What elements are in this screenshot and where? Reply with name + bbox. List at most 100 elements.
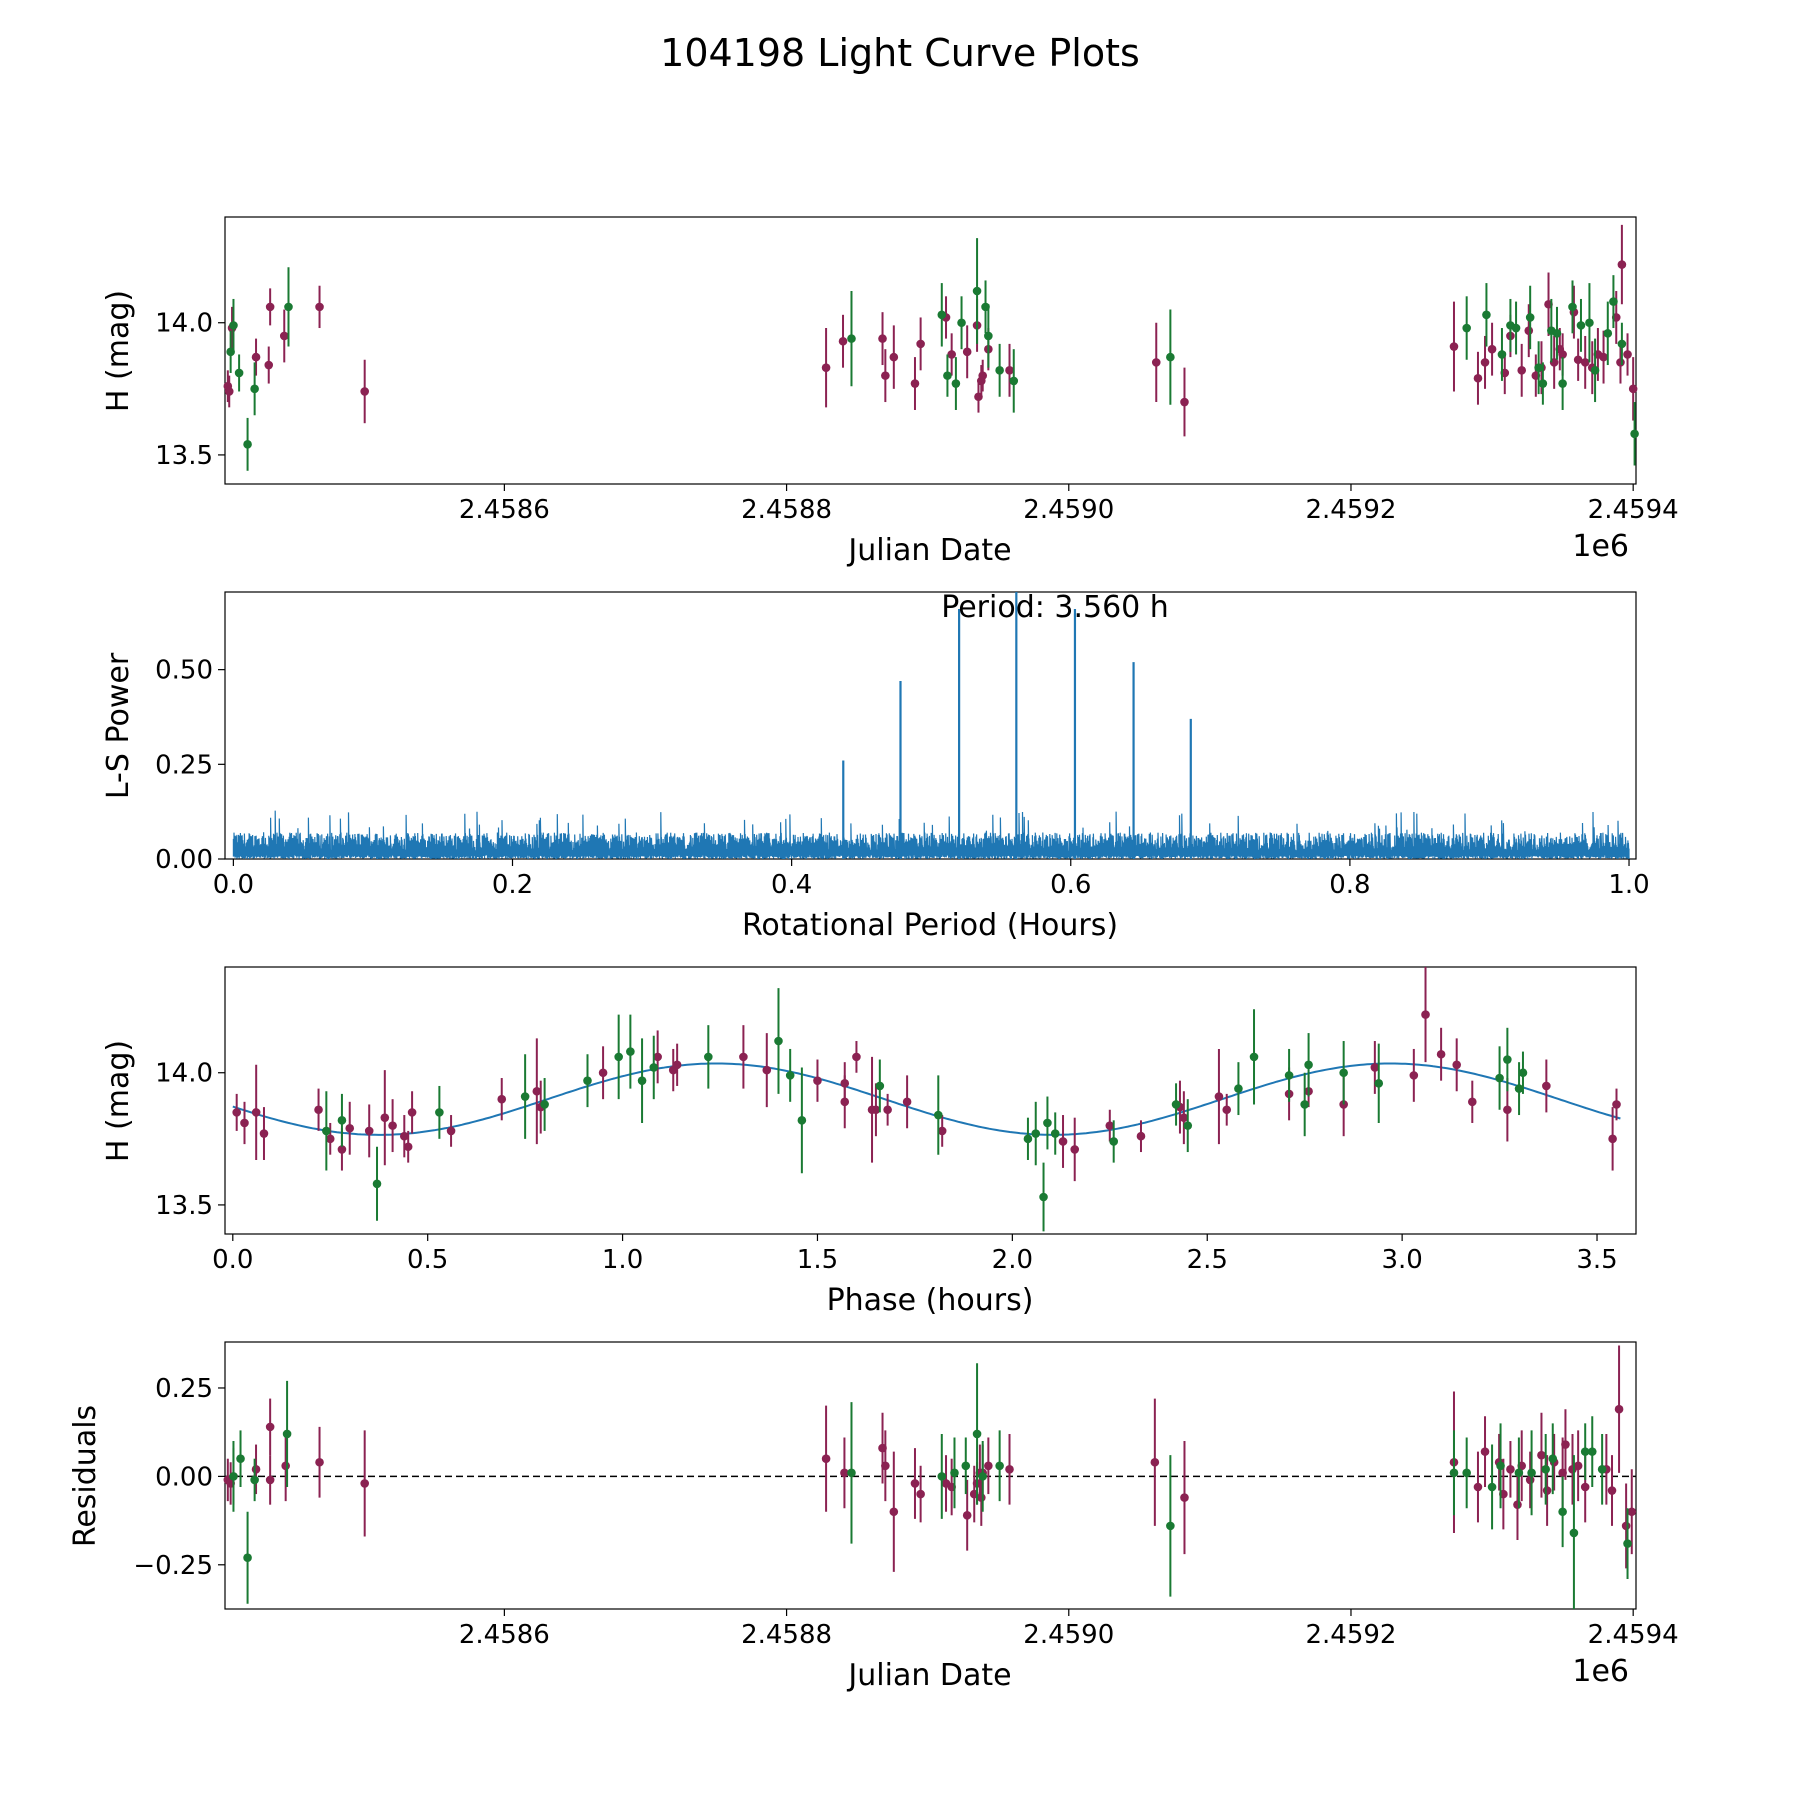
residuals-point-b — [1541, 1465, 1550, 1474]
phased-panel: 0.0 0.5 1.0 1.5 2.0 2.5 3.0 3.5 13.5 14.0 Phase (… — [101, 966, 1637, 1318]
phased-point-a — [251, 1108, 261, 1117]
phased-point-a — [598, 1068, 608, 1078]
phased-point-b — [1234, 1084, 1243, 1093]
phased-xtick-label: 1.5 — [797, 1245, 838, 1275]
phased-point-b — [1284, 1071, 1294, 1080]
lightcurve-point-b — [1497, 350, 1507, 359]
residuals-point-b — [1487, 1482, 1497, 1492]
lightcurve-point-b — [250, 384, 259, 394]
phased-point-a — [388, 1121, 397, 1130]
phased-ytick-label: 13.5 — [155, 1191, 213, 1221]
lightcurve-point-a — [265, 302, 275, 312]
lightcurve-point-b — [1166, 352, 1175, 362]
residuals-point-a — [1573, 1461, 1583, 1471]
phased-point-a — [852, 1052, 861, 1062]
lightcurve-point-b — [1482, 310, 1491, 320]
residuals-point-b — [1496, 1461, 1505, 1471]
residuals-point-a — [1180, 1493, 1189, 1502]
residuals-xtick-label: 2.4586 — [459, 1620, 550, 1650]
phased-point-a — [871, 1105, 881, 1115]
phased-ticks: 0.0 0.5 1.0 1.5 2.0 2.5 3.0 3.5 13.5 14.0 — [155, 1059, 1618, 1275]
phased-point-a — [403, 1142, 413, 1152]
phased-point-b — [1109, 1137, 1118, 1146]
phased-point-b — [1183, 1121, 1193, 1130]
phased-point-b — [1514, 1084, 1524, 1093]
residuals-point-a — [315, 1457, 324, 1467]
residuals-point-a — [916, 1489, 925, 1499]
phased-point-a — [1105, 1121, 1115, 1130]
phased-point-b — [520, 1092, 530, 1101]
residuals-point-b — [937, 1472, 947, 1481]
lightcurve-point-a — [978, 371, 988, 380]
lightcurve-x-offset: 1e6 — [1572, 529, 1629, 564]
lightcurve-xtick-label: 2.4590 — [1023, 495, 1114, 525]
lightcurve-point-a — [1558, 350, 1567, 359]
lightcurve-point-b — [937, 310, 947, 320]
phased-point-a — [1179, 1113, 1189, 1122]
residuals-point-b — [978, 1472, 988, 1481]
residuals-point-a — [881, 1461, 890, 1471]
residuals-point-a — [1561, 1440, 1570, 1449]
lightcurve-point-b — [1009, 376, 1019, 386]
lightcurve-point-b — [847, 334, 856, 343]
phased-point-a — [1214, 1092, 1224, 1101]
lightcurve-point-a — [224, 387, 234, 396]
phased-point-b — [1518, 1068, 1528, 1078]
phased-point-a — [1542, 1081, 1551, 1091]
phased-point-b — [1171, 1100, 1181, 1109]
phased-point-b — [797, 1116, 807, 1125]
residuals-point-b — [1462, 1468, 1471, 1478]
lightcurve-point-b — [1534, 363, 1543, 372]
lightcurve-point-a — [360, 387, 369, 396]
residuals-point-a — [1537, 1450, 1546, 1460]
phased-point-a — [672, 1060, 682, 1070]
lightcurve-ytick-label: 13.5 — [155, 441, 213, 471]
phased-point-a — [337, 1145, 347, 1154]
periodogram-marks — [232, 592, 1630, 860]
phased-point-b — [704, 1052, 713, 1062]
phased-point-a — [446, 1126, 456, 1136]
phased-point-b — [1249, 1052, 1259, 1062]
phased-point-b — [1304, 1060, 1313, 1070]
phased-point-a — [1409, 1071, 1419, 1080]
lightcurve-point-a — [1524, 326, 1534, 335]
phased-point-b — [322, 1126, 331, 1136]
lightcurve-point-b — [1617, 339, 1627, 349]
residuals-point-b — [1597, 1465, 1607, 1474]
periodogram-ytick-label: 0.00 — [155, 845, 213, 875]
lightcurve-point-a — [1616, 358, 1625, 367]
periodogram-ytick-label: 0.50 — [155, 656, 213, 686]
residuals-point-a — [1506, 1465, 1515, 1474]
phased-xtick-label: 0.5 — [407, 1245, 448, 1275]
residuals-point-b — [229, 1472, 238, 1481]
lightcurve-marks — [223, 224, 1639, 471]
residuals-point-a — [1525, 1475, 1535, 1485]
lightcurve-ylabel: H (mag) — [101, 290, 136, 412]
lightcurve-point-a — [910, 379, 920, 388]
residuals-point-b — [1580, 1447, 1590, 1456]
periodogram-xtick-label: 0.4 — [771, 870, 812, 900]
residuals-point-b — [243, 1553, 252, 1563]
phased-point-b — [1300, 1100, 1309, 1109]
phased-marks — [232, 967, 1621, 1232]
phased-point-a — [1608, 1134, 1617, 1144]
lightcurve-point-b — [957, 318, 966, 328]
periodogram-xtick-label: 1.0 — [1608, 870, 1649, 900]
lightcurve-point-a — [1151, 358, 1161, 367]
phased-point-b — [1374, 1079, 1384, 1088]
phased-point-b — [785, 1071, 795, 1080]
lightcurve-point-a — [1480, 358, 1490, 367]
lightcurve-point-b — [1585, 318, 1594, 328]
phased-point-b — [774, 1036, 783, 1046]
residuals-point-b — [282, 1429, 292, 1439]
lightcurve-point-a — [315, 302, 324, 312]
residuals-point-a — [1473, 1482, 1483, 1492]
lightcurve-point-b — [284, 302, 293, 312]
periodogram-xtick-label: 0.8 — [1329, 870, 1370, 900]
periodogram-xlabel: Rotational Period (Hours) — [742, 908, 1118, 943]
phased-xtick-label: 2.5 — [1187, 1245, 1228, 1275]
phased-point-a — [1058, 1137, 1068, 1146]
residuals-point-b — [1527, 1468, 1536, 1478]
